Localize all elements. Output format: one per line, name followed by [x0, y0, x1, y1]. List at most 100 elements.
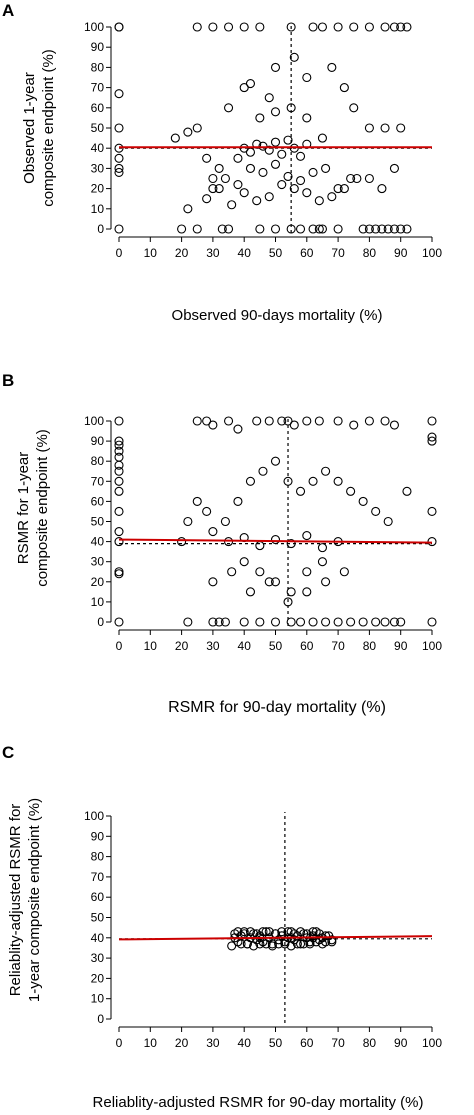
data-point [389, 617, 399, 627]
y-axis-label-line2: composite endpoint (%) [34, 429, 51, 587]
data-point [295, 617, 306, 627]
data-point [217, 224, 227, 234]
data-point [114, 163, 124, 173]
data-point [389, 420, 399, 430]
data-point [396, 617, 406, 627]
data-point [277, 180, 287, 190]
x-tick-label: 60 [300, 639, 314, 653]
data-point [371, 224, 381, 234]
panel-c: C Reliablity-adjusted RSMR for 1-year co… [2, 743, 442, 1111]
y-tick-label: 50 [91, 515, 105, 529]
data-point [114, 617, 124, 627]
data-point [267, 941, 277, 951]
data-point [214, 184, 224, 194]
data-point [321, 163, 331, 173]
data-point [208, 22, 218, 32]
data-point [220, 617, 230, 627]
data-point [302, 72, 312, 83]
fit-line [118, 538, 433, 544]
y-tick-label: 0 [97, 1012, 104, 1026]
y-tick-label: 60 [91, 101, 105, 115]
data-point [227, 941, 237, 951]
x-tick-label: 0 [116, 1036, 123, 1050]
data-point [289, 420, 299, 430]
reference-lines [119, 23, 432, 233]
data-point [224, 103, 234, 113]
data-point [208, 577, 218, 587]
data-point [114, 224, 124, 234]
y-tick-label: 50 [91, 911, 105, 925]
x-tick-label: 100 [422, 246, 442, 260]
data-point [283, 597, 293, 607]
x-tick-label: 50 [269, 639, 283, 653]
data-point [114, 569, 124, 579]
data-point [114, 89, 124, 99]
data-point [380, 123, 390, 133]
data-point [270, 577, 281, 587]
data-point [255, 567, 265, 577]
axes: 0 10 20 30 40 50 60 70 80 90 100 0 10 20 30 40 50 60 70 80 9… [84, 809, 442, 1050]
data-point [364, 173, 374, 184]
data-point [239, 617, 249, 627]
data-point [270, 159, 281, 169]
data-point [245, 79, 256, 89]
data-point [270, 137, 281, 147]
data-point [220, 173, 230, 184]
panel-a: A Observed 1-year composite endpoint (%)… [2, 1, 442, 324]
data-point [383, 516, 393, 527]
data-point [308, 167, 318, 177]
data-point [270, 224, 281, 234]
data-point [377, 224, 387, 234]
data-point [192, 224, 202, 234]
data-point [358, 496, 368, 506]
data-point [202, 506, 212, 517]
data-point [317, 133, 328, 143]
data-point [364, 22, 374, 32]
data-point [264, 93, 274, 103]
data-point [114, 436, 124, 446]
data-point [321, 931, 331, 941]
x-tick-label: 60 [300, 246, 314, 260]
data-point [233, 424, 243, 434]
data-point [295, 151, 306, 161]
panel-b: B RSMR for 1-year composite endpoint (%)… [2, 371, 442, 716]
data-point [252, 196, 262, 206]
data-point [239, 143, 249, 153]
data-point [245, 476, 256, 486]
data-point [289, 184, 299, 194]
y-tick-label: 80 [91, 454, 105, 468]
data-point [245, 147, 256, 157]
data-point [220, 516, 230, 527]
data-point [245, 927, 256, 937]
x-tick-label: 70 [331, 1036, 345, 1050]
data-point [264, 192, 274, 202]
data-point [302, 416, 312, 426]
y-tick-label: 10 [91, 202, 105, 216]
data-point [333, 617, 343, 627]
data-point [227, 200, 237, 210]
data-point [245, 163, 256, 173]
x-tick-label: 30 [206, 246, 220, 260]
data-point [389, 163, 399, 173]
data-point [245, 587, 256, 597]
data-point [402, 486, 412, 496]
data-point [346, 486, 356, 496]
y-tick-label: 90 [91, 434, 105, 448]
data-point [255, 113, 265, 123]
data-point [427, 436, 437, 446]
data-point [258, 466, 268, 476]
scatter-points [114, 416, 437, 627]
data-point [352, 173, 362, 184]
data-point [249, 941, 259, 951]
data-point [183, 516, 193, 527]
y-tick-label: 100 [84, 414, 104, 428]
data-point [214, 163, 224, 173]
data-point [396, 22, 406, 32]
data-point [239, 188, 249, 198]
data-point [283, 171, 293, 182]
data-point [224, 416, 234, 426]
data-point [402, 22, 412, 32]
x-tick-label: 100 [422, 1036, 442, 1050]
y-tick-label: 100 [84, 20, 104, 34]
x-tick-label: 70 [331, 246, 345, 260]
